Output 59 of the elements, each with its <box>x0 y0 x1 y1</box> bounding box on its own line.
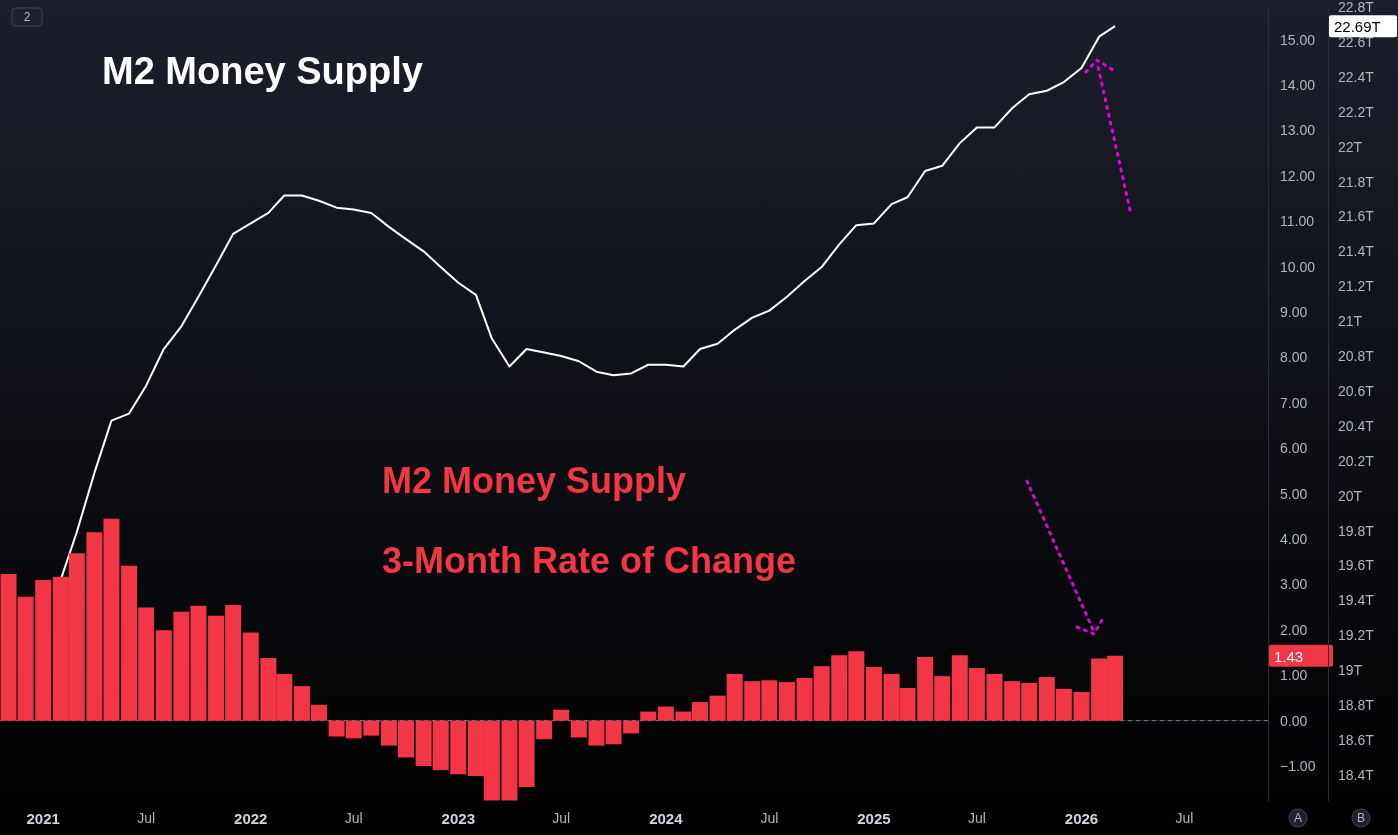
x-tick-label: 2023 <box>441 810 475 827</box>
x-tick-label: 2026 <box>1064 810 1099 827</box>
y2-tick-label: 22.8T <box>1338 0 1375 15</box>
y2-tick-label: 22T <box>1338 138 1363 155</box>
y-tick-label: 15.00 <box>1280 31 1316 48</box>
y2-tick-label: 18.8T <box>1338 697 1375 714</box>
text: M2 Money Supply 3-Month Rate of Change <box>382 459 796 581</box>
text: M2 Money Supply <box>102 50 423 92</box>
y-tick-label: 13.00 <box>1280 122 1316 139</box>
y-tick-label: 12.00 <box>1280 167 1316 184</box>
y-tick-label: 7.00 <box>1280 394 1308 411</box>
y2-tick-label: 21.4T <box>1338 243 1375 260</box>
y2-tick-label: 20.4T <box>1338 417 1375 434</box>
x-tick-label: Jul <box>344 810 363 826</box>
y2-tick-label: 20.6T <box>1338 382 1375 399</box>
text: A <box>1293 811 1303 825</box>
y2-tick-label: 21T <box>1338 313 1363 330</box>
x-tick-label: Jul <box>760 810 779 826</box>
annotation: 2 <box>23 10 31 24</box>
y2-tick-label: 19.2T <box>1338 627 1375 644</box>
y-tick-label: 0.00 <box>1280 712 1308 729</box>
y2-tick-label: 18.6T <box>1338 731 1375 748</box>
y-tick-label: 6.00 <box>1280 440 1308 457</box>
y-tick-label: 11.00 <box>1280 213 1315 230</box>
x-tick-label: 2024 <box>649 810 684 827</box>
y2-tick-label: 21.6T <box>1338 208 1375 225</box>
text: 1.43 <box>1274 647 1304 665</box>
text: B <box>1356 811 1366 825</box>
y2-tick-label: 21.8T <box>1338 173 1375 190</box>
y2-tick-label: 19.6T <box>1338 557 1375 574</box>
y2-tick-label: 20.2T <box>1338 452 1375 469</box>
y2-tick-label: 19.8T <box>1338 522 1375 539</box>
x-tick-label: 2025 <box>857 810 891 827</box>
y2-tick-label: 22.2T <box>1338 103 1375 120</box>
y2-tick-label: 19T <box>1338 662 1363 679</box>
y-tick-label: 8.00 <box>1280 349 1308 366</box>
y-tick-label: −1.00 <box>1280 758 1316 775</box>
text: 22.69T <box>1334 18 1381 36</box>
y2-tick-label: 22.6T <box>1338 33 1375 50</box>
x-tick-label: Jul <box>967 810 986 826</box>
y-tick-label: 5.00 <box>1280 485 1308 502</box>
y-tick-label: 10.00 <box>1280 258 1316 275</box>
x-tick-label: Jul <box>1175 810 1194 826</box>
x-tick-label: 2021 <box>26 810 60 827</box>
y-tick-label: 4.00 <box>1280 531 1308 548</box>
x-tick-label: Jul <box>552 810 571 826</box>
y-tick-label: 3.00 <box>1280 576 1308 593</box>
x-tick-label: 2022 <box>234 810 268 827</box>
y2-tick-label: 19.4T <box>1338 592 1375 609</box>
y2-tick-label: 18.4T <box>1338 766 1375 783</box>
y-tick-label: 1.00 <box>1280 667 1308 684</box>
y2-tick-label: 20.8T <box>1338 348 1375 365</box>
y2-tick-label: 22.4T <box>1338 68 1375 85</box>
y2-tick-label: 21.2T <box>1338 278 1375 295</box>
x-tick-label: Jul <box>137 810 156 826</box>
y-tick-label: 2.00 <box>1280 621 1308 638</box>
y-tick-label: 9.00 <box>1280 304 1308 321</box>
y-tick-label: 14.00 <box>1280 77 1316 94</box>
y2-tick-label: 20T <box>1338 487 1363 504</box>
